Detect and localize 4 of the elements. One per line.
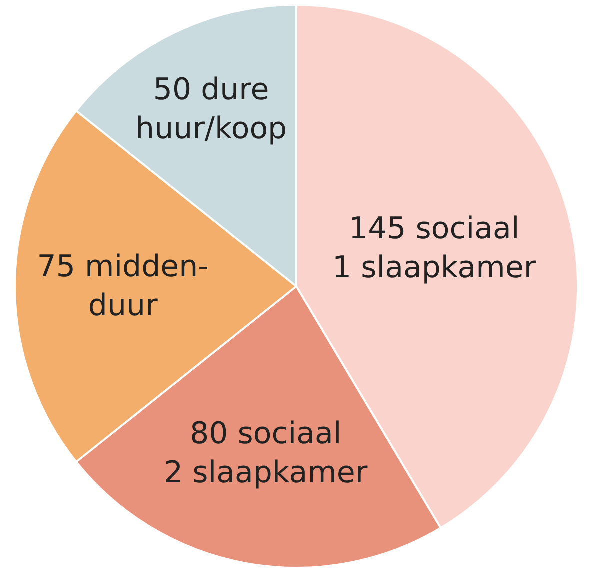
slice-label: 75 midden- duur	[37, 250, 209, 324]
slice-label: 50 dure huur/koop	[136, 72, 288, 147]
slice-label: 80 sociaal 2 slaapkamer	[164, 416, 368, 491]
slice-label: 145 sociaal 1 slaapkamer	[332, 211, 537, 286]
